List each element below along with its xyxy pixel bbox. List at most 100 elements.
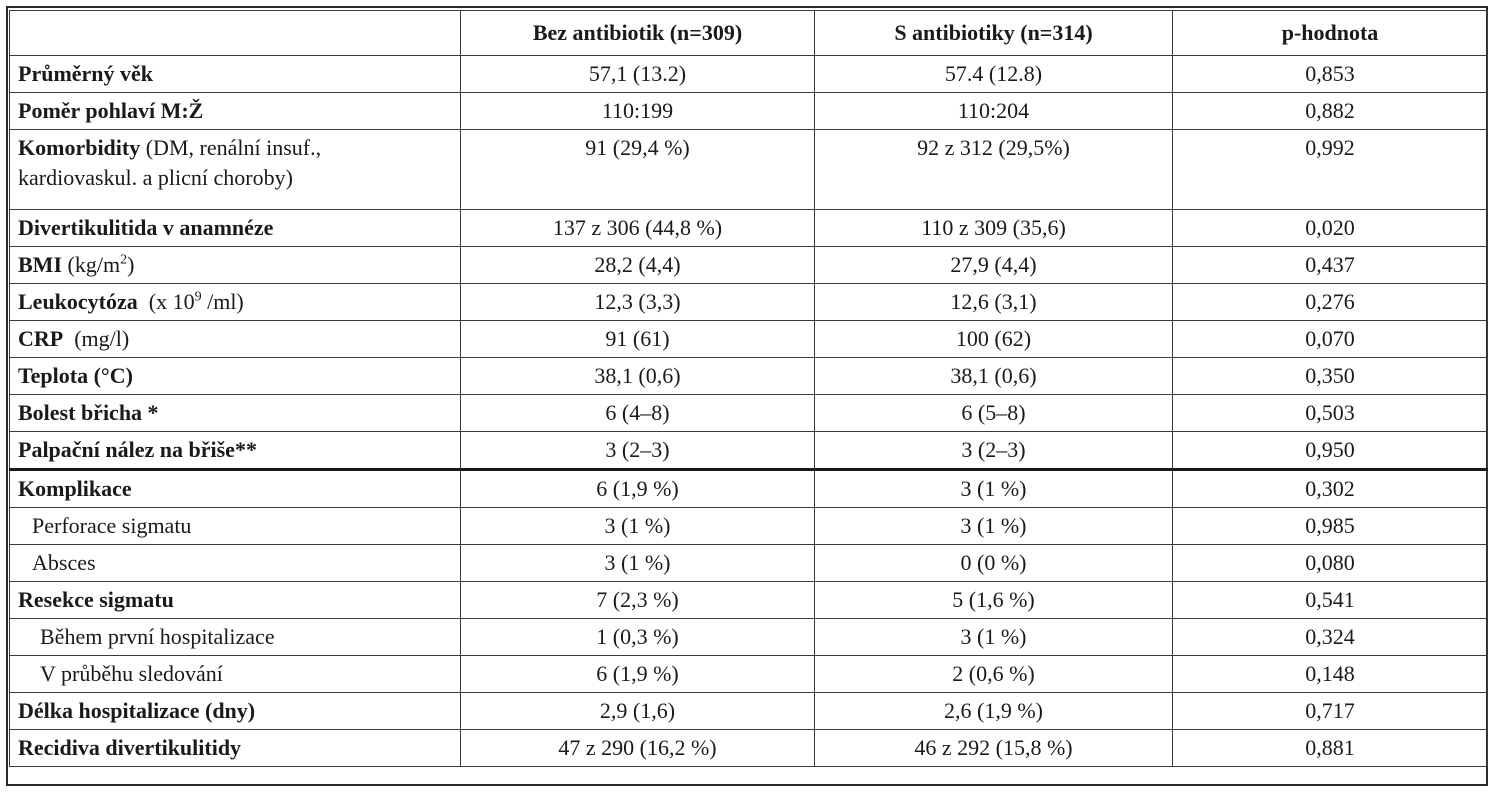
label-bold: Bolest břicha * xyxy=(18,400,159,425)
label-bold: BMI xyxy=(18,252,62,277)
cell-p-value: 0,950 xyxy=(1172,431,1488,471)
label-bold: Komplikace xyxy=(18,476,132,501)
table-row: Resekce sigmatu 7 (2,3 %) 5 (1,6 %) 0,54… xyxy=(9,581,1488,619)
cell-p-value: 0,882 xyxy=(1172,92,1488,130)
cell-antibiotics: 3 (2–3) xyxy=(814,431,1173,471)
cell-antibiotics: 0 (0 %) xyxy=(814,544,1173,582)
cell-no-antibiotics: 3 (2–3) xyxy=(460,431,815,471)
label-bold: Palpační nález na břiše** xyxy=(18,437,257,462)
row-label: Divertikulitida v anamnéze xyxy=(9,209,461,247)
label-detail-line2: kardiovaskul. a plicní choroby) xyxy=(18,165,293,190)
cell-no-antibiotics: 57,1 (13.2) xyxy=(460,55,815,93)
cell-p-value: 0,503 xyxy=(1172,394,1488,432)
cell-p-value: 0,350 xyxy=(1172,357,1488,395)
table-row: V průběhu sledování 6 (1,9 %) 2 (0,6 %) … xyxy=(9,655,1488,693)
label-bold: CRP xyxy=(18,326,64,351)
cell-no-antibiotics: 91 (61) xyxy=(460,320,815,358)
header-row: Bez antibiotik (n=309) S antibiotiky (n=… xyxy=(9,10,1488,56)
cell-antibiotics: 100 (62) xyxy=(814,320,1173,358)
cell-p-value: 0,302 xyxy=(1172,469,1488,508)
cell-antibiotics: 12,6 (3,1) xyxy=(814,283,1173,321)
table-row: Bolest břicha * 6 (4–8) 6 (5–8) 0,503 xyxy=(9,394,1488,432)
label-detail: (DM, renální insuf., xyxy=(140,135,322,160)
header-no-antibiotics: Bez antibiotik (n=309) xyxy=(460,10,815,56)
cell-p-value: 0,020 xyxy=(1172,209,1488,247)
cell-p-value: 0,080 xyxy=(1172,544,1488,582)
label-bold: Průměrný věk xyxy=(18,61,154,86)
cell-no-antibiotics: 6 (1,9 %) xyxy=(460,655,815,693)
cell-no-antibiotics: 110:199 xyxy=(460,92,815,130)
cell-antibiotics: 110:204 xyxy=(814,92,1173,130)
cell-antibiotics: 3 (1 %) xyxy=(814,618,1173,656)
cell-no-antibiotics: 12,3 (3,3) xyxy=(460,283,815,321)
header-p-value: p-hodnota xyxy=(1172,10,1488,56)
row-label: CRP (mg/l) xyxy=(9,320,461,358)
cell-p-value: 0,276 xyxy=(1172,283,1488,321)
table-row: CRP (mg/l) 91 (61) 100 (62) 0,070 xyxy=(9,320,1488,358)
cell-no-antibiotics: 91 (29,4 %) xyxy=(460,129,815,210)
cell-p-value: 0,985 xyxy=(1172,507,1488,545)
cell-no-antibiotics: 1 (0,3 %) xyxy=(460,618,815,656)
cell-antibiotics: 92 z 312 (29,5%) xyxy=(814,129,1173,210)
row-label: Bolest břicha * xyxy=(9,394,461,432)
label-detail-end: ) xyxy=(127,252,135,277)
row-label: Průměrný věk xyxy=(9,55,461,93)
label-bold: Resekce sigmatu xyxy=(18,587,174,612)
label-detail: (kg/m xyxy=(62,252,121,277)
label-superscript: 9 xyxy=(194,289,202,305)
label-bold: Teplota (°C) xyxy=(18,363,133,388)
cell-no-antibiotics: 7 (2,3 %) xyxy=(460,581,815,619)
label-bold: Recidiva divertikulitidy xyxy=(18,735,242,760)
table-row: Absces 3 (1 %) 0 (0 %) 0,080 xyxy=(9,544,1488,582)
row-label: Recidiva divertikulitidy xyxy=(9,729,461,767)
label-detail: (mg/l) xyxy=(63,326,130,351)
cell-p-value: 0,992 xyxy=(1172,129,1488,210)
row-label: Teplota (°C) xyxy=(9,357,461,395)
row-label: Poměr pohlaví M:Ž xyxy=(9,92,461,130)
cell-p-value: 0,070 xyxy=(1172,320,1488,358)
cell-antibiotics: 110 z 309 (35,6) xyxy=(814,209,1173,247)
cell-antibiotics: 3 (1 %) xyxy=(814,469,1173,508)
row-label-sub: V průběhu sledování xyxy=(9,655,461,693)
cell-no-antibiotics: 47 z 290 (16,2 %) xyxy=(460,729,815,767)
label-bold: Délka hospitalizace (dny) xyxy=(18,698,256,723)
table-row: Délka hospitalizace (dny) 2,9 (1,6) 2,6 … xyxy=(9,692,1488,730)
cell-no-antibiotics: 6 (1,9 %) xyxy=(460,469,815,508)
table-row: Komplikace 6 (1,9 %) 3 (1 %) 0,302 xyxy=(9,469,1488,508)
row-label: BMI (kg/m2) xyxy=(9,246,461,284)
table-row: Leukocytóza (x 109 /ml) 12,3 (3,3) 12,6 … xyxy=(9,283,1488,321)
cell-no-antibiotics: 2,9 (1,6) xyxy=(460,692,815,730)
table-row: Komorbidity (DM, renální insuf., kardiova… xyxy=(9,129,1488,210)
row-label-sub: Perforace sigmatu xyxy=(9,507,461,545)
row-label: Palpační nález na břiše** xyxy=(9,431,461,471)
label-detail: (x 10 xyxy=(137,289,195,314)
row-label: Resekce sigmatu xyxy=(9,581,461,619)
header-antibiotics: S antibiotiky (n=314) xyxy=(814,10,1173,56)
table-row: Recidiva divertikulitidy 47 z 290 (16,2 … xyxy=(9,729,1488,767)
cell-p-value: 0,881 xyxy=(1172,729,1488,767)
cell-antibiotics: 2 (0,6 %) xyxy=(814,655,1173,693)
table-row: Perforace sigmatu 3 (1 %) 3 (1 %) 0,985 xyxy=(9,507,1488,545)
cell-no-antibiotics: 28,2 (4,4) xyxy=(460,246,815,284)
cell-antibiotics: 38,1 (0,6) xyxy=(814,357,1173,395)
label-superscript: 2 xyxy=(120,252,128,268)
cell-no-antibiotics: 3 (1 %) xyxy=(460,544,815,582)
label-bold: Leukocytóza xyxy=(18,289,138,314)
table-row: Průměrný věk 57,1 (13.2) 57.4 (12.8) 0,8… xyxy=(9,55,1488,93)
table-row: Palpační nález na břiše** 3 (2–3) 3 (2–3… xyxy=(9,431,1488,471)
cell-no-antibiotics: 137 z 306 (44,8 %) xyxy=(460,209,815,247)
cell-antibiotics: 27,9 (4,4) xyxy=(814,246,1173,284)
cell-p-value: 0,853 xyxy=(1172,55,1488,93)
label-bold: Poměr pohlaví M:Ž xyxy=(18,98,204,123)
header-empty xyxy=(9,10,461,56)
cell-antibiotics: 3 (1 %) xyxy=(814,507,1173,545)
cell-p-value: 0,437 xyxy=(1172,246,1488,284)
cell-p-value: 0,541 xyxy=(1172,581,1488,619)
table-row: Poměr pohlaví M:Ž 110:199 110:204 0,882 xyxy=(9,92,1488,130)
table-row: BMI (kg/m2) 28,2 (4,4) 27,9 (4,4) 0,437 xyxy=(9,246,1488,284)
row-label: Komplikace xyxy=(9,469,461,508)
cell-p-value: 0,324 xyxy=(1172,618,1488,656)
label-detail-end: /ml) xyxy=(201,289,244,314)
cell-antibiotics: 57.4 (12.8) xyxy=(814,55,1173,93)
cell-no-antibiotics: 6 (4–8) xyxy=(460,394,815,432)
